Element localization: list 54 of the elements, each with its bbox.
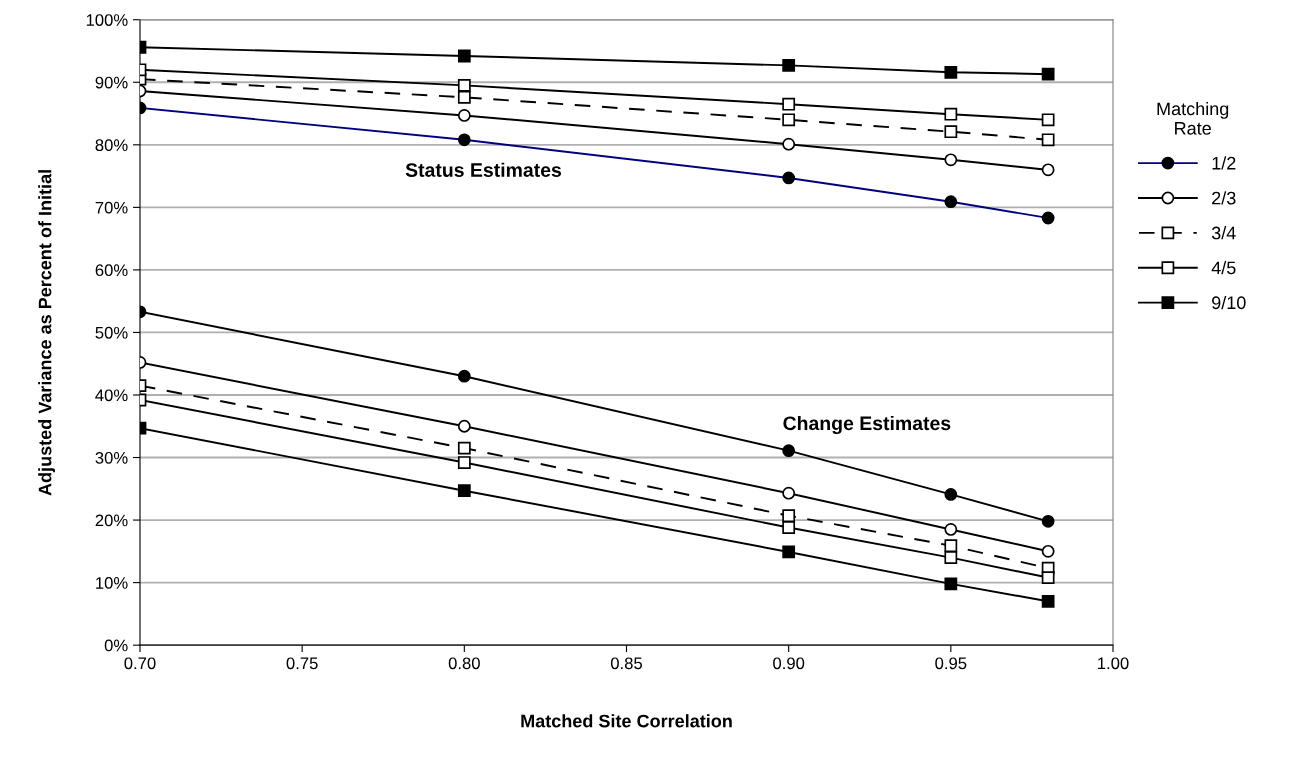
x-tick-label: 0.80 xyxy=(448,657,480,670)
point xyxy=(782,58,796,72)
point xyxy=(944,577,958,591)
point xyxy=(944,488,958,501)
point xyxy=(944,125,958,139)
point xyxy=(1041,133,1055,147)
legend-label: 9/10 xyxy=(1212,295,1246,310)
point xyxy=(782,521,796,534)
y-axis-title: Adjusted Variance as Percent of Initial xyxy=(38,170,55,496)
y-tick-label: 10% xyxy=(96,577,128,589)
y-tick-label: 30% xyxy=(95,451,128,464)
y-tick-label: 70% xyxy=(95,201,128,214)
point xyxy=(782,486,796,500)
y-tick-label: 40% xyxy=(95,389,128,402)
point xyxy=(944,551,958,564)
point xyxy=(1041,67,1055,81)
point xyxy=(944,539,958,553)
x-tick-label: 1.00 xyxy=(1098,657,1129,670)
point xyxy=(1041,163,1055,177)
x-tick-label: 0.95 xyxy=(935,657,967,670)
y-tick-label: 20% xyxy=(95,514,128,527)
point xyxy=(782,97,796,111)
legend-label: 2/3 xyxy=(1212,191,1236,205)
annotation: Change Estimates xyxy=(783,415,951,435)
point xyxy=(1041,594,1055,608)
point xyxy=(782,509,796,523)
y-tick-label: 60% xyxy=(95,264,128,277)
y-tick-label: 100% xyxy=(86,14,128,26)
point xyxy=(782,137,796,151)
point xyxy=(782,545,796,559)
point xyxy=(944,153,958,167)
point xyxy=(1041,544,1055,558)
y-tick-label: 0% xyxy=(104,639,128,652)
point xyxy=(944,65,958,79)
legend-title: Matching Rate xyxy=(1157,102,1229,135)
x-tick-label: 0.70 xyxy=(124,657,156,670)
point xyxy=(1041,571,1055,584)
y-tick-label: 90% xyxy=(95,76,128,89)
y-tick-label: 80% xyxy=(95,139,128,152)
x-tick-label: 0.85 xyxy=(610,657,643,670)
point xyxy=(1041,514,1055,528)
x-tick-label: 0.75 xyxy=(286,657,318,670)
legend-label: 4/5 xyxy=(1211,261,1236,275)
y-tick-label: 50% xyxy=(95,326,128,339)
x-axis-title: Matched Site Correlation xyxy=(521,714,732,728)
legend-label: 3/4 xyxy=(1211,226,1236,240)
point xyxy=(944,523,958,536)
point xyxy=(782,113,796,127)
annotation: Status Estimates xyxy=(405,162,562,177)
point xyxy=(782,444,796,458)
point xyxy=(1041,113,1055,127)
point xyxy=(944,107,958,121)
x-tick-label: 0.90 xyxy=(773,657,805,670)
legend-label: 1/2 xyxy=(1212,156,1236,170)
